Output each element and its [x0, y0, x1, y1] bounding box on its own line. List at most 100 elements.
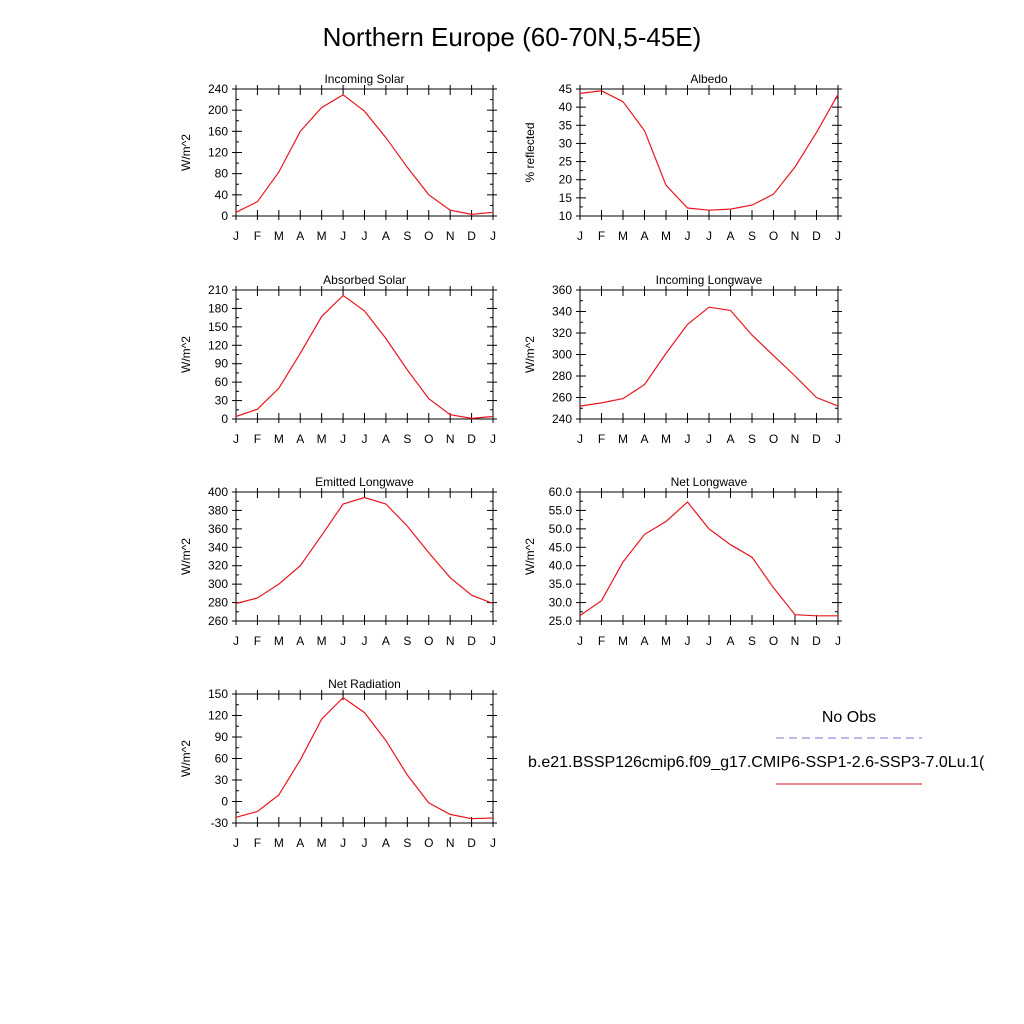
- net-longwave-ytick-label: 45.0: [549, 540, 573, 554]
- incoming-longwave-xtick-label: M: [618, 432, 628, 446]
- albedo-xtick-label: N: [791, 229, 800, 243]
- albedo-xtick-label: M: [618, 229, 628, 243]
- incoming-solar-ytick-label: 80: [215, 167, 229, 181]
- absorbed-solar-xtick-label: A: [296, 432, 304, 446]
- incoming-longwave-xtick-label: O: [769, 432, 778, 446]
- absorbed-solar-xtick-label: J: [340, 432, 346, 446]
- incoming-solar-xtick-label: M: [317, 229, 327, 243]
- net-longwave-ytick-label: 50.0: [549, 522, 573, 536]
- net-radiation-xtick-label: F: [254, 836, 261, 850]
- albedo-ytick-label: 35: [559, 118, 573, 132]
- net-radiation-xtick-label: J: [490, 836, 496, 850]
- incoming-solar-xtick-label: J: [490, 229, 496, 243]
- albedo-ytick-label: 40: [559, 100, 573, 114]
- net-radiation-ytick-label: 30: [215, 773, 229, 787]
- incoming-longwave-xtick-label: A: [726, 432, 734, 446]
- net-radiation-xtick-label: A: [382, 836, 390, 850]
- absorbed-solar-ytick-label: 60: [215, 375, 229, 389]
- net-longwave-xtick-label: M: [661, 634, 671, 648]
- net-radiation-xtick-label: N: [446, 836, 455, 850]
- absorbed-solar-xtick-label: O: [424, 432, 433, 446]
- net-radiation-xtick-label: M: [317, 836, 327, 850]
- albedo-xtick-label: D: [812, 229, 821, 243]
- absorbed-solar-ytick-label: 0: [221, 412, 228, 426]
- net-longwave-xtick-label: A: [640, 634, 648, 648]
- albedo-xtick-label: J: [577, 229, 583, 243]
- albedo-ytick-label: 30: [559, 136, 573, 150]
- albedo-xtick-label: F: [598, 229, 605, 243]
- incoming-solar-xtick-label: S: [403, 229, 411, 243]
- albedo-ylabel: % reflected: [523, 122, 537, 182]
- net-radiation-ytick-label: -30: [211, 816, 229, 830]
- net-longwave-ylabel: W/m^2: [523, 538, 537, 575]
- absorbed-solar-ytick-label: 210: [208, 283, 228, 297]
- net-longwave-ytick-label: 40.0: [549, 559, 573, 573]
- emitted-longwave-title: Emitted Longwave: [315, 475, 414, 489]
- legend-obs-label: No Obs: [822, 709, 876, 726]
- absorbed-solar-series-line: [235, 294, 494, 420]
- net-radiation-ytick-label: 0: [221, 795, 228, 809]
- incoming-longwave-xtick-label: S: [748, 432, 756, 446]
- incoming-solar-series-line: [235, 94, 494, 216]
- net-longwave-xtick-label: A: [726, 634, 734, 648]
- incoming-longwave-ytick-label: 280: [552, 369, 572, 383]
- emitted-longwave-ytick-label: 360: [208, 522, 228, 536]
- albedo-xtick-label: J: [685, 229, 691, 243]
- net-radiation-xtick-label: O: [424, 836, 433, 850]
- net-longwave-xtick-label: F: [598, 634, 605, 648]
- net-radiation-xtick-label: M: [274, 836, 284, 850]
- incoming-solar-xtick-label: J: [362, 229, 368, 243]
- absorbed-solar-xtick-label: M: [274, 432, 284, 446]
- net-longwave-ytick-label: 30.0: [549, 596, 573, 610]
- incoming-solar-xtick-label: N: [446, 229, 455, 243]
- incoming-solar-xtick-label: M: [274, 229, 284, 243]
- emitted-longwave-ytick-label: 380: [208, 503, 228, 517]
- absorbed-solar-xtick-label: A: [382, 432, 390, 446]
- net-longwave-xtick-label: S: [748, 634, 756, 648]
- incoming-solar-ytick-label: 200: [208, 103, 228, 117]
- net-longwave-title: Net Longwave: [671, 475, 748, 489]
- incoming-longwave-xtick-label: J: [577, 432, 583, 446]
- incoming-longwave-ytick-label: 340: [552, 305, 572, 319]
- emitted-longwave-ytick-label: 300: [208, 577, 228, 591]
- net-radiation-xtick-label: S: [403, 836, 411, 850]
- net-longwave-xtick-label: N: [791, 634, 800, 648]
- incoming-longwave-ytick-label: 260: [552, 391, 572, 405]
- emitted-longwave-xtick-label: J: [233, 634, 239, 648]
- emitted-longwave-xtick-label: M: [317, 634, 327, 648]
- emitted-longwave-ytick-label: 320: [208, 559, 228, 573]
- net-longwave-series-line: [579, 501, 838, 617]
- incoming-longwave-series-line: [579, 306, 839, 407]
- absorbed-solar-ytick-label: 150: [208, 320, 228, 334]
- net-radiation-xtick-label: J: [340, 836, 346, 850]
- incoming-solar-ytick-label: 240: [208, 82, 228, 96]
- albedo-xtick-label: M: [661, 229, 671, 243]
- incoming-longwave-xtick-label: A: [640, 432, 648, 446]
- incoming-longwave-xtick-label: N: [791, 432, 800, 446]
- incoming-longwave-xtick-label: F: [598, 432, 605, 446]
- net-radiation-ytick-label: 90: [215, 730, 229, 744]
- albedo-ytick-label: 25: [559, 155, 573, 169]
- incoming-solar-xtick-label: D: [467, 229, 476, 243]
- albedo-ytick-label: 45: [559, 82, 573, 96]
- albedo-title: Albedo: [690, 72, 728, 86]
- net-longwave-xtick-label: J: [706, 634, 712, 648]
- absorbed-solar-ylabel: W/m^2: [179, 336, 193, 373]
- emitted-longwave-xtick-label: M: [274, 634, 284, 648]
- emitted-longwave-series-line: [235, 496, 494, 605]
- emitted-longwave-xtick-label: A: [296, 634, 304, 648]
- net-radiation-xtick-label: A: [296, 836, 304, 850]
- emitted-longwave-xtick-label: S: [403, 634, 411, 648]
- incoming-longwave-xtick-label: J: [685, 432, 691, 446]
- absorbed-solar-ytick-label: 90: [215, 357, 229, 371]
- emitted-longwave-xtick-label: J: [362, 634, 368, 648]
- incoming-longwave-ytick-label: 300: [552, 348, 572, 362]
- albedo-plot-frame: [579, 88, 839, 217]
- incoming-longwave-title: Incoming Longwave: [656, 273, 763, 287]
- absorbed-solar-xtick-label: J: [233, 432, 239, 446]
